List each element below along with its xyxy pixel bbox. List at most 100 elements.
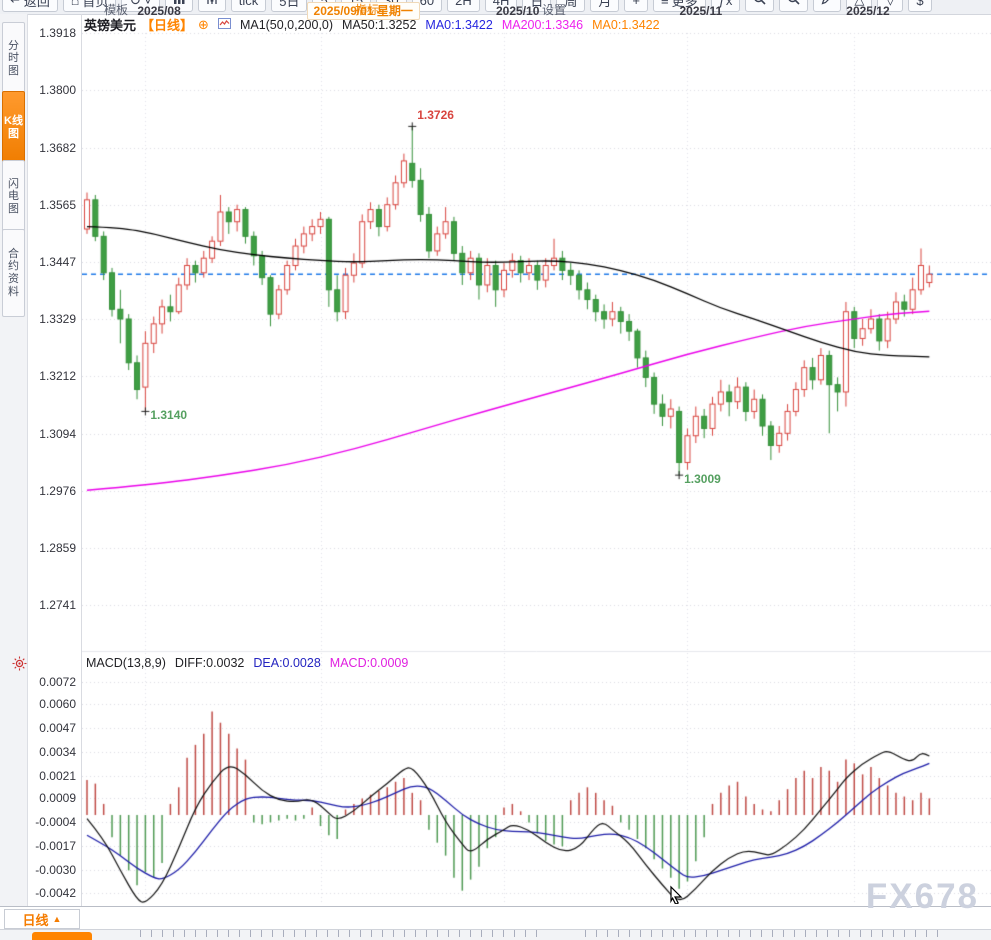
x-axis-label: 2025/11 bbox=[679, 4, 723, 18]
y-axis-label: 1.3094 bbox=[39, 426, 76, 441]
toolbar-button-label: ▽ bbox=[885, 0, 895, 8]
chart-type-sidebar: 分时图 K线图 闪电图 合约资料 bbox=[0, 14, 28, 939]
macd-y-axis-label: 0.0021 bbox=[39, 769, 76, 784]
macd-y-axis-label: -0.0030 bbox=[35, 863, 76, 878]
back-button[interactable]: ↩返回 bbox=[2, 0, 58, 12]
bottom-toolbar-item[interactable]: 设置 bbox=[542, 3, 567, 17]
bottom-ruler bbox=[140, 930, 540, 937]
toolbar-button-label: 周 bbox=[564, 0, 578, 9]
macd-y-axis-label: 0.0034 bbox=[39, 745, 76, 760]
macd-y-axis-label: -0.0004 bbox=[35, 815, 76, 830]
macd-y-axis-label: 0.0009 bbox=[39, 791, 76, 806]
bottom-active-tab[interactable] bbox=[32, 932, 92, 940]
x-axis-label: 2025/12 bbox=[846, 4, 890, 18]
sidebar-tab-1[interactable]: 分时图 bbox=[2, 22, 25, 95]
x-axis-label: 2025/10 bbox=[496, 4, 540, 18]
more-button[interactable]: ≡ 更多 bbox=[653, 0, 706, 12]
macd-legend-item: MACD:0.0009 bbox=[329, 656, 409, 670]
y-axis-label: 1.3800 bbox=[39, 83, 76, 98]
chart-style-button[interactable] bbox=[164, 0, 193, 12]
sidebar-tab-2[interactable]: K线图 bbox=[2, 91, 25, 164]
period-week-button[interactable]: 周 bbox=[556, 0, 586, 12]
main-chart-legend: 英镑美元 【日线】 ⊕ MA1(50,0,200,0) MA50:1.3252 MA… bbox=[84, 15, 660, 34]
toolbar-button-label: ƒx bbox=[718, 0, 733, 8]
macd-legend: MACD(13,8,9) DIFF:0.0032 DEA:0.0028 MACD:0.… bbox=[86, 656, 408, 670]
y-axis-label: 1.3447 bbox=[39, 255, 76, 270]
toolbar-button-label: 5日 bbox=[279, 0, 300, 9]
macd-y-axis-label: 0.0072 bbox=[39, 675, 76, 690]
symbol-name: 英镑美元 bbox=[84, 18, 137, 33]
refresh-icon: ↻ bbox=[129, 0, 141, 9]
y-axis-label: 1.3329 bbox=[39, 312, 76, 327]
macd-settings-icon[interactable] bbox=[12, 656, 27, 676]
pencil-icon bbox=[821, 0, 833, 8]
price-annotation: 1.3140 bbox=[150, 408, 188, 423]
y-axis-label: 1.3565 bbox=[39, 197, 76, 212]
period-day-button[interactable]: 日 bbox=[522, 0, 552, 12]
macd-y-axis-label: -0.0042 bbox=[35, 885, 76, 900]
y-axis-label: 1.3682 bbox=[39, 140, 76, 155]
period-month-button[interactable]: 月 bbox=[590, 0, 620, 12]
y-axis-label: 1.3212 bbox=[39, 369, 76, 384]
toolbar-button-label: + bbox=[632, 0, 640, 8]
ma-legend-item: MA0:1.3422 bbox=[425, 17, 493, 32]
sliders-icon bbox=[206, 0, 218, 8]
ma-legend-item: MA1(50,0,200,0) bbox=[239, 17, 334, 32]
toolbar-button-label: 日 bbox=[530, 0, 544, 9]
zoom-out-button[interactable] bbox=[745, 0, 775, 12]
chart-canvas[interactable] bbox=[82, 14, 991, 906]
home-icon: ⌂ bbox=[70, 0, 80, 8]
marker-down-button[interactable]: ▽ bbox=[877, 0, 904, 12]
sidebar-tab-4[interactable]: 合约资料 bbox=[2, 229, 25, 317]
toolbar-button-label: 2H bbox=[455, 0, 472, 8]
refresh-button[interactable]: ↻˅ bbox=[121, 0, 160, 12]
toolbar-button-label: 更多 bbox=[671, 0, 698, 9]
toolbar-button-label: $ bbox=[916, 0, 924, 8]
back-icon: ↩ bbox=[10, 0, 21, 8]
price-button[interactable]: $ bbox=[908, 0, 932, 12]
toolbar-button-label: 首页 bbox=[82, 0, 109, 9]
mini-chart-icon[interactable] bbox=[217, 17, 231, 32]
ma-legend-item: MA0:1.3422 bbox=[592, 17, 660, 32]
indicator-params-button[interactable] bbox=[197, 0, 226, 12]
zoom-in-icon bbox=[787, 0, 800, 8]
home-button[interactable]: ⌂ 首页 bbox=[62, 0, 117, 12]
tick-button[interactable]: tick bbox=[230, 0, 267, 12]
macd-legend-item: MACD(13,8,9) bbox=[86, 656, 166, 670]
price-annotation: 1.3009 bbox=[684, 472, 721, 487]
draw-button[interactable] bbox=[813, 0, 842, 12]
add-period-button[interactable]: + bbox=[624, 0, 648, 12]
bottom-toolbar-item[interactable]: 指标 bbox=[355, 3, 380, 17]
toolbar-button-label: △ bbox=[854, 0, 864, 8]
period-5d-button[interactable]: 5日 bbox=[271, 0, 308, 12]
bottom-ruler bbox=[585, 930, 945, 937]
bottom-toolbar-item[interactable]: 模板 bbox=[104, 3, 129, 17]
period-selector-label: 日线 bbox=[22, 912, 49, 928]
marker-up-button[interactable]: △ bbox=[846, 0, 873, 12]
zoom-in-button[interactable] bbox=[779, 0, 809, 12]
period-2h-button[interactable]: 2H bbox=[447, 0, 480, 12]
y-axis-label: 1.2741 bbox=[39, 598, 76, 613]
y-axis-line bbox=[81, 14, 82, 906]
mouse-cursor bbox=[668, 884, 686, 909]
y-axis-label: 1.2976 bbox=[39, 484, 76, 499]
bottom-toolbar bbox=[0, 929, 991, 940]
x-axis-label: 2025/08 bbox=[137, 4, 181, 18]
expand-icon[interactable]: ⊕ bbox=[198, 16, 209, 32]
y-axis-label: 1.2859 bbox=[39, 541, 76, 556]
period-selector-button[interactable]: 日线 ▲ bbox=[4, 909, 80, 929]
period-4h-button[interactable]: 4H bbox=[484, 0, 518, 12]
toolbar-button-label: 月 bbox=[598, 0, 612, 9]
ma-legend-item: MA50:1.3252 bbox=[342, 17, 417, 32]
y-axis-label: 1.3918 bbox=[39, 26, 76, 40]
fx-indicator-button[interactable]: ƒx bbox=[710, 0, 741, 12]
time-axis: 日线 ▲ bbox=[0, 906, 991, 930]
price-annotation: 1.3726 bbox=[417, 108, 454, 123]
macd-legend-item: DEA:0.0028 bbox=[253, 656, 321, 670]
sidebar-tab-3[interactable]: 闪电图 bbox=[2, 160, 25, 233]
macd-y-axis-label: 0.0060 bbox=[39, 697, 76, 712]
toolbar-button-label: ˅ bbox=[144, 0, 152, 8]
bars-icon bbox=[173, 0, 185, 8]
